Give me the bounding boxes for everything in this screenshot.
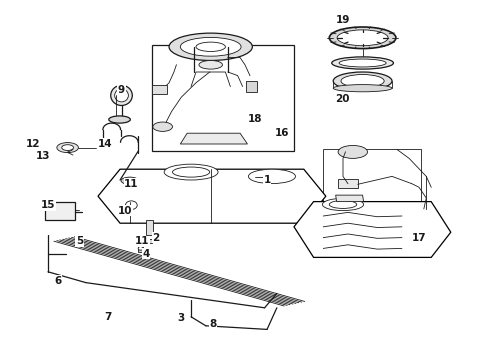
Ellipse shape <box>333 85 392 92</box>
Bar <box>246 81 257 92</box>
Text: 18: 18 <box>247 114 262 124</box>
Text: 8: 8 <box>210 319 217 329</box>
Ellipse shape <box>169 33 252 60</box>
Ellipse shape <box>333 72 392 90</box>
Ellipse shape <box>172 167 210 177</box>
Ellipse shape <box>180 37 241 56</box>
Ellipse shape <box>338 145 368 158</box>
Ellipse shape <box>329 201 357 208</box>
Ellipse shape <box>196 42 225 51</box>
Ellipse shape <box>138 247 143 250</box>
Text: 3: 3 <box>178 312 185 323</box>
Text: 9: 9 <box>118 85 125 95</box>
Ellipse shape <box>199 60 222 69</box>
Ellipse shape <box>153 122 172 131</box>
Text: 2: 2 <box>152 233 159 243</box>
Ellipse shape <box>125 201 137 210</box>
Text: 17: 17 <box>412 233 426 243</box>
Polygon shape <box>98 169 326 223</box>
Bar <box>45 202 75 220</box>
Bar <box>146 220 153 235</box>
Text: 11: 11 <box>124 179 139 189</box>
Ellipse shape <box>337 30 388 46</box>
Ellipse shape <box>339 59 386 67</box>
Ellipse shape <box>109 116 130 123</box>
Ellipse shape <box>164 164 218 180</box>
Text: 10: 10 <box>118 206 132 216</box>
Ellipse shape <box>341 75 384 87</box>
Polygon shape <box>294 202 451 257</box>
Bar <box>152 85 167 94</box>
Text: 7: 7 <box>104 312 112 322</box>
Ellipse shape <box>57 143 78 153</box>
Text: 16: 16 <box>274 128 289 138</box>
Ellipse shape <box>121 177 139 184</box>
Bar <box>323 149 421 220</box>
Ellipse shape <box>332 57 393 69</box>
Polygon shape <box>180 133 247 144</box>
Text: 12: 12 <box>26 139 41 149</box>
Text: 1: 1 <box>264 175 270 185</box>
Ellipse shape <box>115 89 128 102</box>
Text: 6: 6 <box>54 276 61 286</box>
Ellipse shape <box>111 85 132 105</box>
Ellipse shape <box>329 27 396 49</box>
Text: 14: 14 <box>98 139 113 149</box>
Bar <box>138 246 143 252</box>
Text: 19: 19 <box>336 15 350 25</box>
Ellipse shape <box>248 169 295 184</box>
Text: 5: 5 <box>76 236 83 246</box>
Polygon shape <box>336 195 364 202</box>
Ellipse shape <box>62 145 74 150</box>
Text: 4: 4 <box>142 249 150 259</box>
Text: 13: 13 <box>36 151 50 161</box>
Text: 20: 20 <box>335 94 349 104</box>
Text: 11: 11 <box>135 236 149 246</box>
Ellipse shape <box>322 198 364 211</box>
Bar <box>143 239 152 243</box>
Bar <box>152 45 294 151</box>
Bar <box>338 179 358 188</box>
Text: 15: 15 <box>41 200 55 210</box>
